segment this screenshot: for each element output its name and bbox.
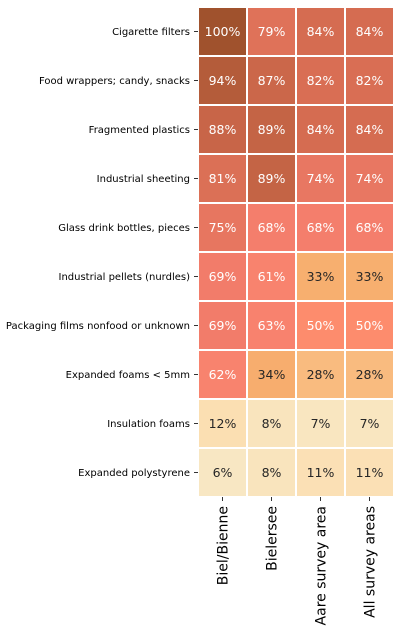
cell-value-label: 11%: [307, 465, 335, 480]
cell-value-label: 50%: [356, 318, 384, 333]
column-label: Aare survey area: [314, 506, 330, 625]
cell-value-label: 61%: [258, 269, 286, 284]
cell-value-label: 12%: [209, 416, 237, 431]
cell-value-label: 8%: [262, 465, 282, 480]
cell-value-label: 84%: [307, 24, 335, 39]
cell-value-label: 33%: [307, 269, 335, 284]
column-label: Bielersee: [265, 506, 281, 571]
row-label: Fragmented plastics: [89, 125, 190, 136]
cell-value-label: 8%: [262, 416, 282, 431]
cell-value-label: 62%: [209, 367, 237, 382]
cell-value-label: 94%: [209, 73, 237, 88]
cell-value-label: 74%: [356, 171, 384, 186]
cell-value-label: 69%: [209, 269, 237, 284]
cell-value-label: 81%: [209, 171, 237, 186]
cell-value-label: 33%: [356, 269, 384, 284]
cell-value-label: 82%: [307, 73, 335, 88]
cell-value-label: 68%: [307, 220, 335, 235]
cell-value-label: 68%: [258, 220, 286, 235]
row-label: Expanded foams < 5mm: [66, 370, 190, 381]
cell-value-label: 11%: [356, 465, 384, 480]
cell-value-label: 28%: [307, 367, 335, 382]
row-label: Insulation foams: [107, 419, 190, 430]
cell-value-label: 89%: [258, 122, 286, 137]
row-label: Industrial sheeting: [97, 174, 190, 185]
column-label: Biel/Bienne: [216, 506, 232, 585]
cell-value-label: 100%: [205, 24, 241, 39]
cell-value-label: 69%: [209, 318, 237, 333]
cell-value-label: 63%: [258, 318, 286, 333]
cell-value-label: 75%: [209, 220, 237, 235]
cell-value-label: 84%: [356, 24, 384, 39]
row-label: Cigarette filters: [112, 27, 190, 38]
cell-value-label: 68%: [356, 220, 384, 235]
cell-value-label: 82%: [356, 73, 384, 88]
cell-value-label: 50%: [307, 318, 335, 333]
row-label: Food wrappers; candy, snacks: [39, 76, 190, 87]
column-label: All survey areas: [363, 506, 379, 618]
cell-value-label: 88%: [209, 122, 237, 137]
row-label: Industrial pellets (nurdles): [59, 272, 191, 283]
cell-value-label: 6%: [213, 465, 233, 480]
cell-value-label: 84%: [307, 122, 335, 137]
cell-value-label: 87%: [258, 73, 286, 88]
cell-value-label: 28%: [356, 367, 384, 382]
cell-value-label: 7%: [311, 416, 331, 431]
cell-value-label: 79%: [258, 24, 286, 39]
cell-value-label: 7%: [360, 416, 380, 431]
row-label: Glass drink bottles, pieces: [58, 223, 190, 234]
cell-value-label: 84%: [356, 122, 384, 137]
cell-value-label: 74%: [307, 171, 335, 186]
cell-value-label: 34%: [258, 367, 286, 382]
row-label: Expanded polystyrene: [78, 468, 190, 479]
cell-value-label: 89%: [258, 171, 286, 186]
row-label: Packaging films nonfood or unknown: [6, 321, 190, 332]
